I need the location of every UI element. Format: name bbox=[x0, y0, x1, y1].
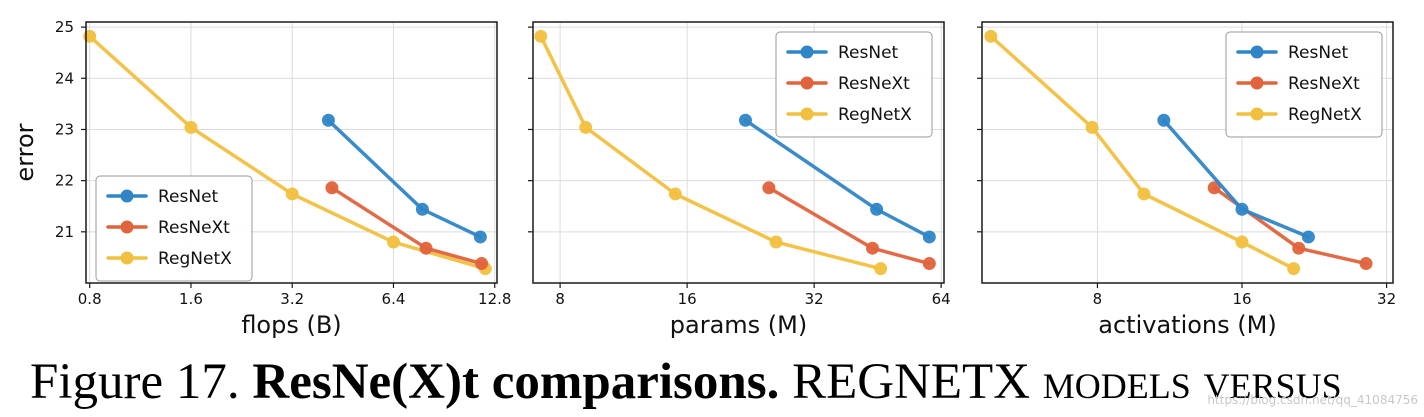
legend-label-regnetx: RegNetX bbox=[1288, 105, 1362, 125]
legend-label-regnetx: RegNetX bbox=[838, 105, 912, 125]
x-tick-label: 8 bbox=[1093, 290, 1103, 308]
legend-box bbox=[95, 175, 253, 282]
x-axis-label: activations (M) bbox=[1098, 311, 1276, 339]
x-tick-label: 3.2 bbox=[280, 290, 304, 308]
data-point-resnet bbox=[870, 202, 884, 216]
plot-frame bbox=[981, 21, 1394, 284]
chart-panel-1: 0.8 1.6 3.2 6.4 12.8 21 22 23 24 25 flops (B) error… bbox=[11, 18, 511, 339]
data-point-resnet bbox=[473, 230, 487, 244]
legend-marker-resnet bbox=[1250, 45, 1264, 59]
x-tick-label: 64 bbox=[932, 290, 951, 308]
data-point-resnet bbox=[1157, 113, 1171, 127]
data-point-regnetx bbox=[874, 262, 888, 276]
x-axis-label: params (M) bbox=[670, 311, 807, 339]
data-point-resnet bbox=[321, 113, 335, 127]
legend-label-resnext: ResNeXt bbox=[158, 218, 230, 238]
x-tick-label: 32 bbox=[805, 290, 824, 308]
data-point-resnet bbox=[415, 202, 429, 216]
data-point-regnetx bbox=[668, 187, 682, 201]
data-point-regnetx bbox=[184, 120, 198, 134]
legend-marker-regnetx bbox=[800, 107, 814, 121]
figure-charts: 0.8 1.6 3.2 6.4 12.8 21 22 23 24 25 flops (B) error… bbox=[11, 18, 1396, 339]
data-point-regnetx bbox=[579, 120, 593, 134]
data-point-resnext bbox=[419, 241, 433, 255]
data-point-regnetx bbox=[984, 29, 998, 43]
x-axis-label: flops (B) bbox=[241, 311, 341, 339]
y-axis-label: error bbox=[11, 123, 39, 181]
data-point-regnetx bbox=[769, 235, 783, 249]
y-tick-label: 25 bbox=[55, 18, 74, 36]
data-point-resnet bbox=[1235, 202, 1249, 216]
x-tick-label: 8 bbox=[555, 290, 565, 308]
data-point-resnet bbox=[1301, 230, 1315, 244]
legend: ResNet ResNeXt RegNetX bbox=[1225, 31, 1383, 138]
data-point-regnetx bbox=[1235, 235, 1249, 249]
legend: ResNet ResNeXt RegNetX bbox=[95, 175, 253, 282]
data-point-resnext bbox=[325, 181, 339, 195]
data-point-resnext bbox=[1359, 257, 1373, 271]
legend-label-resnet: ResNet bbox=[838, 43, 899, 63]
data-point-resnet bbox=[738, 113, 752, 127]
data-point-regnetx bbox=[534, 29, 548, 43]
data-point-resnext bbox=[922, 257, 936, 271]
legend-marker-resnet bbox=[120, 189, 134, 203]
legend-label-resnext: ResNeXt bbox=[1288, 74, 1360, 94]
x-tick-label: 12.8 bbox=[478, 290, 511, 308]
data-point-regnetx bbox=[83, 29, 97, 43]
plot-frame bbox=[85, 21, 498, 284]
data-point-regnetx bbox=[1287, 262, 1301, 276]
series-line-resnet bbox=[326, 118, 483, 239]
data-point-resnet bbox=[922, 230, 936, 244]
data-point-resnext bbox=[762, 181, 776, 195]
legend: ResNet ResNeXt RegNetX bbox=[775, 31, 933, 138]
legend-box bbox=[775, 31, 933, 138]
y-tick-label: 21 bbox=[55, 223, 74, 241]
legend-marker-resnext bbox=[800, 76, 814, 90]
caption-title: ResNe(X)t comparisons. bbox=[252, 354, 780, 410]
x-tick-label: 16 bbox=[678, 290, 697, 308]
data-point-regnetx bbox=[285, 187, 299, 201]
data-point-regnetx bbox=[1085, 120, 1099, 134]
legend-label-resnet: ResNet bbox=[158, 187, 219, 207]
watermark-text: https://blog.csdn.net/qq_41084756 bbox=[1207, 393, 1418, 407]
legend-label-resnext: ResNeXt bbox=[838, 74, 910, 94]
legend-marker-regnetx bbox=[1250, 107, 1264, 121]
data-point-resnext bbox=[1207, 181, 1221, 195]
figure-caption: Figure 17. ResNe(X)t comparisons. REGNET… bbox=[30, 352, 1424, 412]
data-point-resnext bbox=[1292, 241, 1306, 255]
y-tick-label: 24 bbox=[55, 69, 74, 87]
y-tick-label: 22 bbox=[55, 172, 74, 190]
legend-marker-regnetx bbox=[120, 251, 134, 265]
caption-rest: REGNETX models versus bbox=[792, 354, 1342, 410]
data-point-resnext bbox=[475, 257, 489, 271]
plot-frame bbox=[532, 21, 945, 284]
legend-marker-resnext bbox=[120, 220, 134, 234]
caption-number: Figure 17. bbox=[30, 354, 240, 410]
data-point-resnext bbox=[865, 241, 879, 255]
x-tick-label: 32 bbox=[1377, 290, 1396, 308]
series-line-resnet bbox=[1162, 118, 1311, 239]
chart-panel-3: 8 16 32 activations (M) ResNet ResNeXt RegNetX bbox=[977, 21, 1396, 339]
x-tick-label: 1.6 bbox=[179, 290, 203, 308]
series-line-resnext bbox=[1212, 186, 1368, 266]
legend-label-resnet: ResNet bbox=[1288, 43, 1349, 63]
x-tick-label: 16 bbox=[1232, 290, 1251, 308]
legend-marker-resnext bbox=[1250, 76, 1264, 90]
legend-label-regnetx: RegNetX bbox=[158, 249, 232, 269]
data-point-regnetx bbox=[386, 235, 400, 249]
data-point-regnetx bbox=[1137, 187, 1151, 201]
y-tick-label: 23 bbox=[55, 120, 74, 138]
x-tick-label: 6.4 bbox=[382, 290, 406, 308]
chart-panel-2: 8 16 32 64 params (M) ResNet ResNeXt RegNetX bbox=[528, 21, 951, 339]
legend-box bbox=[1225, 31, 1383, 138]
series-line-resnet bbox=[743, 118, 932, 239]
legend-marker-resnet bbox=[800, 45, 814, 59]
x-tick-label: 0.8 bbox=[78, 290, 102, 308]
